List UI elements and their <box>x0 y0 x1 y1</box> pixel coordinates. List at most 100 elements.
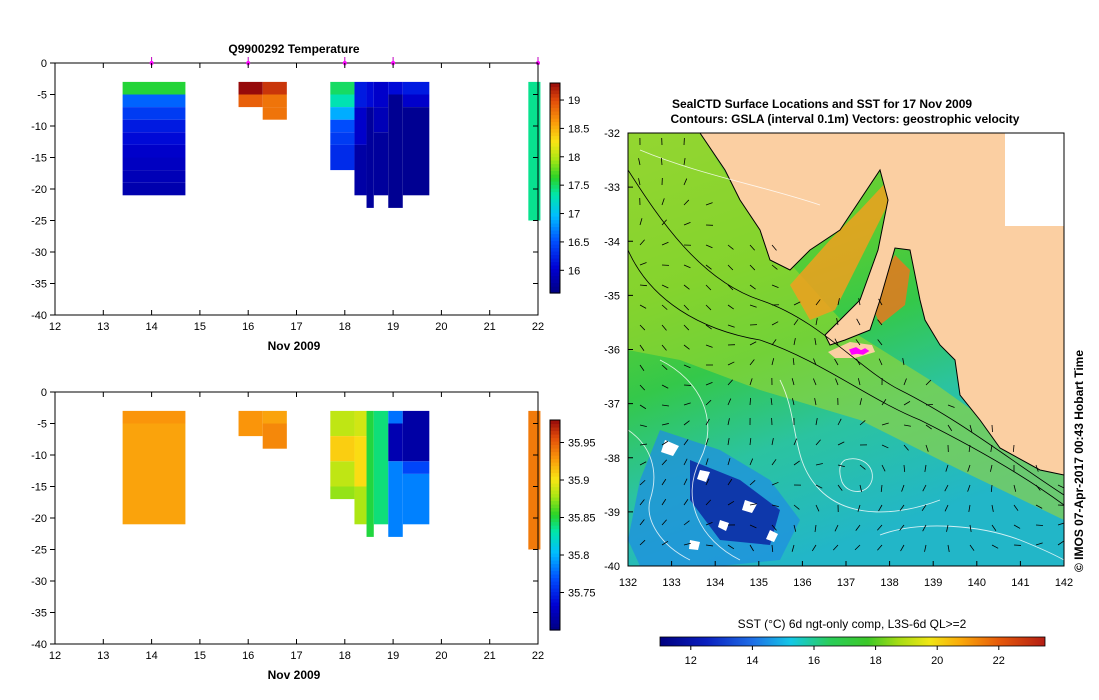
velocity-arrow <box>793 338 796 346</box>
map-y-tick-label: -35 <box>604 290 620 302</box>
salinity-cell <box>388 461 403 537</box>
velocity-arrow <box>835 378 839 386</box>
velocity-arrow <box>903 424 911 427</box>
temperature-colorbar-segment <box>550 237 560 242</box>
velocity-arrow <box>856 358 861 366</box>
velocity-arrow <box>855 524 861 531</box>
velocity-arrow <box>639 499 645 506</box>
velocity-arrow <box>683 402 691 406</box>
salinity-x-tick-label: 21 <box>484 650 496 662</box>
velocity-arrow <box>727 361 735 366</box>
temperature-colorbar-segment <box>550 107 560 112</box>
velocity-arrow <box>811 544 817 552</box>
temperature-colorbar-segment <box>550 272 560 277</box>
velocity-arrow <box>771 264 778 270</box>
velocity-arrow <box>727 478 733 486</box>
temperature-panel: Q9900292 Temperature 12 13 14 15 16 17 18 19 20 2… <box>31 42 589 353</box>
velocity-arrow <box>705 544 713 547</box>
velocity-arrow <box>749 264 756 271</box>
temperature-x-tick-label: 14 <box>145 321 157 333</box>
velocity-arrow <box>969 524 972 532</box>
sst-colorbar-tick-label: 18 <box>869 655 881 667</box>
salinity-colorbar-segment <box>550 623 560 628</box>
temperature-cell <box>402 94 430 108</box>
bathymetry-contour <box>628 249 1064 506</box>
salinity-colorbar-segment <box>550 626 560 631</box>
temperature-cells <box>122 81 541 221</box>
salinity-y-tick-label: -20 <box>31 513 47 525</box>
salinity-colorbar-segment <box>550 549 560 554</box>
temperature-colorbar-segment <box>550 156 560 161</box>
seal-track <box>848 347 870 355</box>
velocity-arrow <box>683 478 688 486</box>
salinity-cell <box>402 410 430 462</box>
velocity-arrow <box>877 319 883 326</box>
velocity-arrow <box>858 298 861 306</box>
temperature-colorbar-segment <box>550 132 560 137</box>
salinity-colorbar-segment <box>550 612 560 617</box>
velocity-arrow <box>990 444 993 452</box>
temperature-colorbar-segment <box>550 251 560 256</box>
temperature-cell <box>330 81 355 95</box>
salinity-cell <box>262 410 287 424</box>
velocity-arrow <box>813 358 817 366</box>
velocity-arrow <box>901 484 905 492</box>
velocity-arrow <box>859 484 863 492</box>
salinity-colorbar-segment <box>550 605 560 610</box>
temperature-colorbar-segment <box>550 174 560 179</box>
temperature-colorbar-segment <box>550 104 560 109</box>
velocity-arrow <box>877 339 883 346</box>
salinity-cell <box>122 423 186 487</box>
velocity-arrow <box>661 440 669 446</box>
temperature-x-tick-label: 19 <box>387 321 399 333</box>
salinity-colorbar-segment <box>550 584 560 589</box>
velocity-arrow <box>749 359 755 366</box>
salinity-colorbar-segment <box>550 570 560 575</box>
velocity-arrow <box>771 358 775 366</box>
salinity-x-tick-label: 14 <box>145 650 157 662</box>
salinity-colorbar-segment <box>550 539 560 544</box>
velocity-arrow <box>727 244 734 250</box>
salinity-colorbar-segment <box>550 574 560 579</box>
sst-colorbar-tick-label: 12 <box>685 655 697 667</box>
map-title: SealCTD Surface Locations and SST for 17… <box>672 97 972 111</box>
velocity-arrow <box>922 524 927 532</box>
velocity-arrow <box>639 384 646 391</box>
velocity-arrow <box>925 424 932 430</box>
velocity-arrow <box>727 500 735 506</box>
salinity-colorbar-segment <box>550 469 560 474</box>
salinity-xlabel: Nov 2009 <box>268 668 321 682</box>
sst-colorbar-tick-label: 16 <box>808 655 820 667</box>
velocity-arrow <box>925 403 934 406</box>
map-y-tick-label: -39 <box>604 507 620 519</box>
velocity-arrow <box>661 219 667 226</box>
velocity-arrow <box>859 464 866 470</box>
sst-map-panel: SealCTD Surface Locations and SST for 17… <box>604 97 1086 667</box>
velocity-arrow <box>814 524 817 532</box>
salinity-cell <box>366 410 374 537</box>
temperature-colorbar-segment <box>550 128 560 133</box>
salinity-y-tick-label: -10 <box>31 450 47 462</box>
temperature-cell <box>373 107 389 133</box>
velocity-arrow <box>771 244 777 251</box>
salinity-colorbar-segment <box>550 521 560 526</box>
salinity-cell <box>330 486 355 500</box>
velocity-arrow <box>771 339 777 346</box>
velocity-arrow <box>683 324 690 331</box>
velocity-arrow <box>924 464 927 472</box>
temperature-colorbar-segment <box>550 282 560 287</box>
velocity-arrow <box>878 504 883 512</box>
velocity-arrow <box>727 544 735 550</box>
temperature-colorbar-segment <box>550 167 560 172</box>
velocity-arrow <box>837 441 845 446</box>
velocity-arrow <box>815 439 821 446</box>
temperature-colorbar-segment <box>550 139 560 144</box>
velocity-arrow <box>945 464 949 472</box>
velocity-arrow <box>878 298 883 306</box>
salinity-y-tick-label: 0 <box>41 387 47 399</box>
salinity-colorbar-segment <box>550 420 560 425</box>
salinity-colorbar-segment <box>550 609 560 614</box>
temperature-cell <box>262 94 287 108</box>
temperature-cell <box>238 94 263 108</box>
velocity-arrow <box>749 284 756 290</box>
